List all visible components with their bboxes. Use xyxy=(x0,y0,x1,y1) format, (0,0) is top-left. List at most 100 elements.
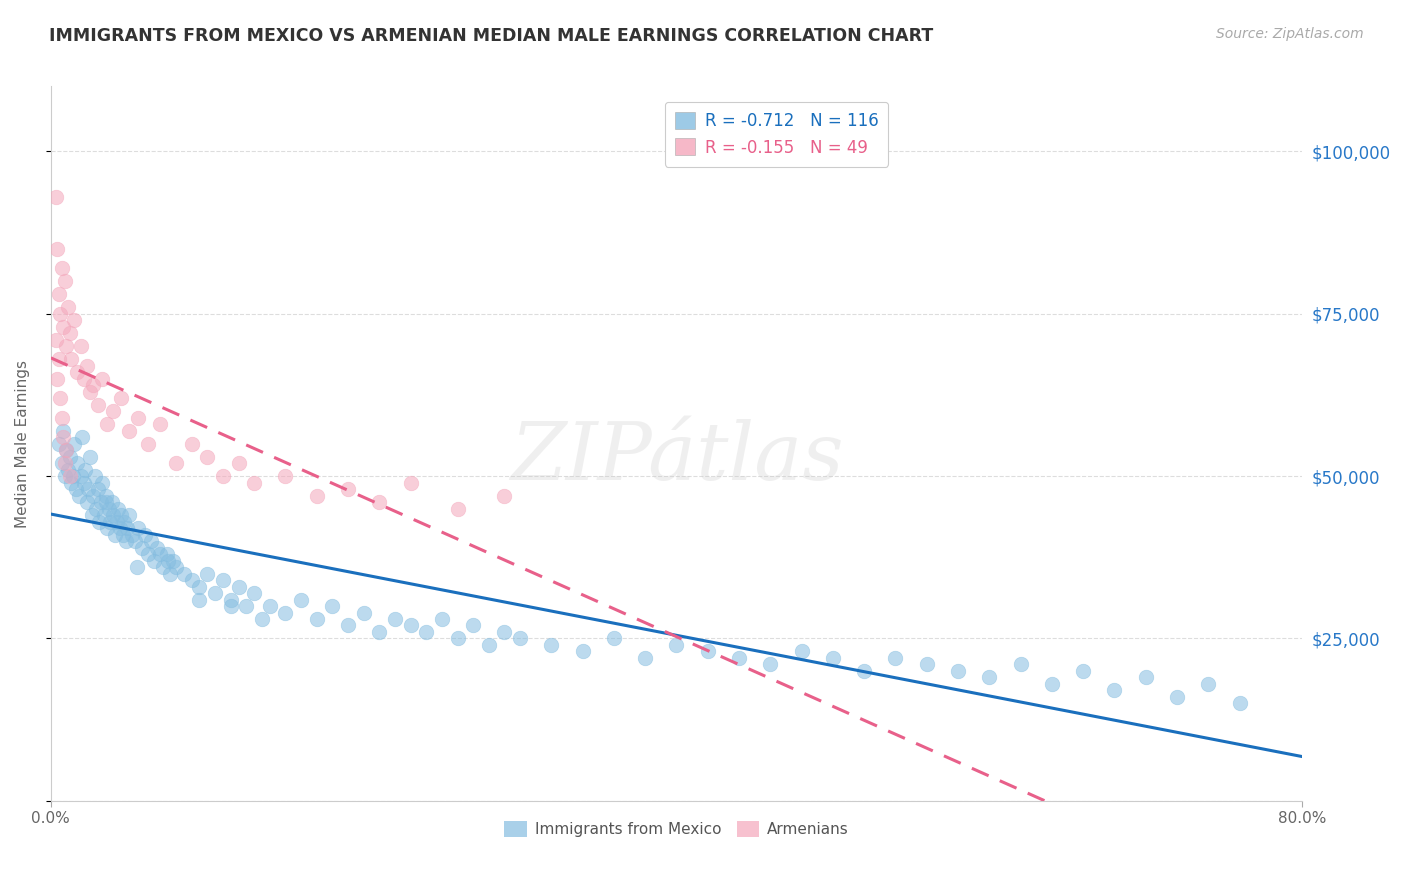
Point xyxy=(430,612,453,626)
Point xyxy=(46,372,69,386)
Point xyxy=(51,410,73,425)
Point xyxy=(51,456,73,470)
Point xyxy=(79,384,101,399)
Point xyxy=(76,495,98,509)
Point xyxy=(52,319,75,334)
Point xyxy=(75,462,97,476)
Point xyxy=(274,606,297,620)
Point xyxy=(321,599,343,613)
Point xyxy=(337,618,360,632)
Point xyxy=(108,521,131,535)
Point xyxy=(204,586,226,600)
Point xyxy=(49,307,72,321)
Point xyxy=(80,508,103,522)
Point xyxy=(188,592,211,607)
Point xyxy=(446,632,468,646)
Point xyxy=(83,469,105,483)
Point xyxy=(353,606,375,620)
Point xyxy=(103,508,125,522)
Point xyxy=(84,501,107,516)
Point xyxy=(1040,677,1063,691)
Point xyxy=(82,489,104,503)
Point xyxy=(104,527,127,541)
Point xyxy=(63,313,86,327)
Point xyxy=(90,495,112,509)
Point xyxy=(55,443,77,458)
Point xyxy=(155,547,177,561)
Point xyxy=(143,553,166,567)
Point xyxy=(259,599,281,613)
Point xyxy=(60,352,83,367)
Point xyxy=(52,424,75,438)
Point xyxy=(212,469,235,483)
Point xyxy=(66,456,89,470)
Point xyxy=(1197,677,1219,691)
Point xyxy=(134,527,156,541)
Point xyxy=(188,580,211,594)
Point xyxy=(603,632,626,646)
Point xyxy=(67,489,90,503)
Point xyxy=(103,404,125,418)
Point xyxy=(48,287,70,301)
Point xyxy=(368,495,391,509)
Y-axis label: Median Male Earnings: Median Male Earnings xyxy=(15,359,30,528)
Point xyxy=(159,566,181,581)
Point xyxy=(55,443,77,458)
Point xyxy=(87,482,110,496)
Point xyxy=(152,560,174,574)
Point xyxy=(93,508,115,522)
Point xyxy=(219,592,242,607)
Point xyxy=(494,625,516,640)
Text: Source: ZipAtlas.com: Source: ZipAtlas.com xyxy=(1216,27,1364,41)
Point xyxy=(110,508,132,522)
Text: IMMIGRANTS FROM MEXICO VS ARMENIAN MEDIAN MALE EARNINGS CORRELATION CHART: IMMIGRANTS FROM MEXICO VS ARMENIAN MEDIA… xyxy=(49,27,934,45)
Point xyxy=(96,521,118,535)
Point xyxy=(146,541,169,555)
Point xyxy=(165,560,187,574)
Point xyxy=(76,359,98,373)
Point xyxy=(478,638,501,652)
Text: ZIPátlas: ZIPátlas xyxy=(510,419,844,497)
Point xyxy=(56,462,79,476)
Point xyxy=(59,326,82,341)
Point xyxy=(112,515,135,529)
Point xyxy=(979,670,1001,684)
Point xyxy=(415,625,437,640)
Point xyxy=(305,612,328,626)
Point xyxy=(571,644,593,658)
Point xyxy=(110,391,132,405)
Point xyxy=(219,599,242,613)
Point xyxy=(665,638,688,652)
Point xyxy=(53,469,76,483)
Point xyxy=(384,612,406,626)
Point xyxy=(243,586,266,600)
Point xyxy=(1229,697,1251,711)
Point xyxy=(290,592,312,607)
Point xyxy=(696,644,718,658)
Point xyxy=(98,515,121,529)
Point xyxy=(212,573,235,587)
Point xyxy=(89,515,111,529)
Point xyxy=(634,651,657,665)
Point xyxy=(105,515,128,529)
Point xyxy=(127,410,149,425)
Point xyxy=(59,469,82,483)
Point xyxy=(494,489,516,503)
Point xyxy=(70,430,93,444)
Point xyxy=(125,560,148,574)
Point xyxy=(853,664,876,678)
Point xyxy=(228,456,250,470)
Point xyxy=(101,495,124,509)
Point xyxy=(69,339,91,353)
Point xyxy=(446,501,468,516)
Point xyxy=(790,644,813,658)
Point xyxy=(111,527,134,541)
Point xyxy=(915,657,938,672)
Point xyxy=(540,638,562,652)
Point xyxy=(368,625,391,640)
Point xyxy=(46,242,69,256)
Point xyxy=(94,495,117,509)
Point xyxy=(124,534,146,549)
Point xyxy=(77,482,100,496)
Legend: Immigrants from Mexico, Armenians: Immigrants from Mexico, Armenians xyxy=(498,815,855,843)
